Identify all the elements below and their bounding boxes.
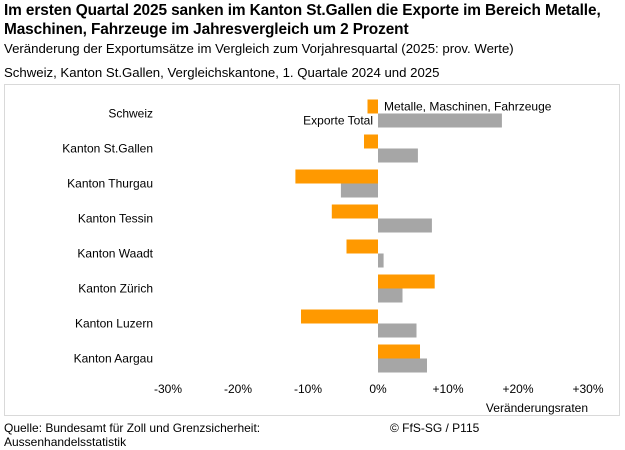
source-note: Quelle: Bundesamt für Zoll und Grenzsich… (4, 421, 260, 449)
bar-chart: Schweiz Kanton St.Gallen Kanton Thurgau Kan… (4, 84, 620, 416)
x-tick-label: 0% (369, 382, 387, 396)
copyright-note: © FfS-SG / P115 (390, 421, 480, 435)
bar-metalle (301, 309, 378, 324)
plot-area-frame (4, 84, 620, 416)
category-label: Kanton Tessin (78, 212, 153, 226)
chart-subtitle-scope: Schweiz, Kanton St.Gallen, Vergleichskan… (4, 65, 440, 80)
category-label: Kanton Waadt (77, 247, 153, 261)
category-label: Kanton Zürich (78, 282, 153, 296)
category-label: Schweiz (108, 107, 153, 121)
category-label: Kanton Luzern (75, 317, 153, 331)
bar-metalle (367, 99, 378, 114)
series-label-metalle: Metalle, Maschinen, Fahrzeuge (384, 100, 552, 114)
x-tick-label: +30% (572, 382, 603, 396)
bar-metalle (378, 274, 435, 289)
category-label: Kanton Thurgau (67, 177, 153, 191)
x-tick-label: -20% (224, 382, 252, 396)
bar-total (378, 148, 418, 163)
bar-metalle (378, 344, 420, 359)
chart-subtitle: Veränderung der Exportumsätze im Verglei… (4, 41, 514, 56)
bar-total (378, 323, 417, 338)
bar-metalle (364, 134, 378, 149)
bar-total (378, 253, 384, 268)
x-tick-label: -10% (294, 382, 322, 396)
bar-total (378, 288, 403, 303)
category-label: Kanton Aargau (74, 352, 153, 366)
series-label-total: Exporte Total (303, 114, 373, 128)
bar-total (340, 183, 378, 198)
bar-total (378, 113, 502, 128)
source-line-1: Quelle: Bundesamt für Zoll und Grenzsich… (4, 421, 261, 435)
x-axis-label: Veränderungsraten (486, 401, 588, 415)
chart-title: Im ersten Quartal 2025 sanken im Kanton … (4, 2, 601, 38)
bar-total (378, 358, 427, 373)
category-label: Kanton St.Gallen (62, 142, 153, 156)
x-tick-label: +20% (502, 382, 533, 396)
x-tick-label: +10% (432, 382, 463, 396)
bar-total (378, 218, 432, 233)
x-tick-label: -30% (154, 382, 182, 396)
source-line-2: Aussenhandelsstatistik (4, 435, 127, 449)
bar-metalle (331, 204, 378, 219)
bar-metalle (346, 239, 378, 254)
bar-metalle (295, 169, 378, 184)
